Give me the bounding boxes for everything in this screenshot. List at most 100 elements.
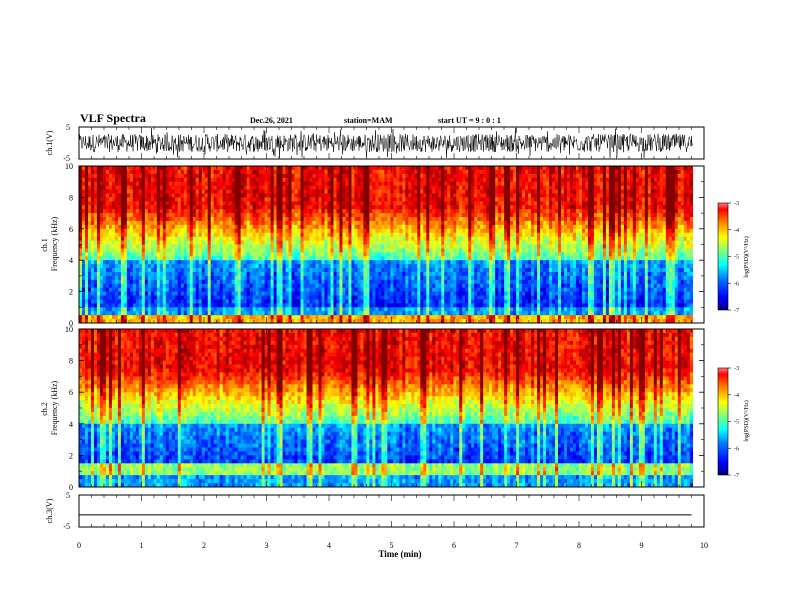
spectrogram-cell [79,201,83,206]
spectrogram-cell [297,311,301,316]
spectrogram-cell [435,197,439,202]
spectrogram-cell [318,291,322,296]
spectrogram-cell [207,275,212,281]
spectrogram-cell [249,279,253,285]
spectrogram-cell [378,291,382,296]
spectrogram-cell [87,307,92,312]
spectrogram-cell [354,189,358,194]
spectrogram-cell [354,209,358,214]
spectrogram-cell [288,295,292,300]
spectrogram-cell [204,295,209,300]
spectrogram-cell [294,283,298,288]
spectrogram-cell [129,193,134,198]
spectrogram-cell [237,232,241,237]
spectrogram-cell [360,205,364,210]
spectrogram-cell [213,205,218,210]
spectrogram-cell [435,319,439,324]
spectrogram-cell [366,287,370,292]
spectrogram-cell [369,311,373,316]
spectrogram-cell [138,232,143,237]
spectrogram-cell [141,260,146,265]
spectrogram-cell [129,252,134,257]
spectrogram-cell [144,260,149,265]
spectrogram-cell [363,283,367,288]
spectrogram-cell [105,311,110,316]
spectrogram-cell [144,295,149,300]
spectrogram-cell [177,287,182,292]
spectrogram-cell [129,271,134,277]
spectrogram-cell [171,181,176,186]
spectrogram-cell [408,299,412,304]
spectrogram-cell [228,236,232,241]
spectrogram-cell [123,197,128,202]
spectrogram-cell [363,291,367,296]
spectrogram-cell [237,217,241,222]
spectrogram-cell [138,177,143,182]
spectrogram-cell [225,295,229,300]
spectrogram-cell [441,295,445,300]
spectrogram-cell [267,240,271,245]
spectrogram-cell [210,307,215,312]
spectrogram-cell [342,185,346,190]
spectrogram-cell [396,181,400,186]
spectrogram-cell [288,252,292,257]
spectrogram-cell [333,205,337,210]
spectrogram-cell [234,193,238,198]
spectrogram-cell [240,279,244,285]
spectrogram-cell [291,236,295,241]
spectrogram-cell [291,173,295,179]
spectrogram-cell [375,193,379,198]
spectrogram-cell [237,283,241,288]
spectrogram-cell [210,181,215,186]
spectrogram-cell [414,169,418,175]
spectrogram-cell [79,181,83,186]
spectrogram-cell [126,213,131,218]
spectrogram-cell [315,283,319,288]
spectrogram-cell [177,240,182,245]
spectrogram-cell [384,268,388,273]
spectrogram-cell [135,240,140,245]
spectrogram-cell [270,173,274,179]
spectrogram-cell [417,169,421,175]
spectrogram-cell [432,291,436,296]
spectrogram-cell [318,279,322,285]
spectrogram-cell [402,173,406,179]
spectrogram-cell [273,291,277,296]
spectrogram-cell [312,279,316,285]
spectrogram-cell [225,213,229,218]
spectrogram-cell [84,291,89,296]
spectrogram-cell [108,271,113,277]
spectrogram-cell [369,252,373,257]
spectrogram-cell [168,271,173,277]
spectrogram-cell [420,189,424,194]
spectrogram-cell [129,295,134,300]
spectrogram-cell [363,248,367,253]
spectrogram-cell [249,283,253,288]
spectrogram-cell [393,268,397,273]
spectrogram-cell [438,166,442,171]
spectrogram-cell [294,268,298,273]
spectrogram-cell [165,295,170,300]
spectrogram-cell [441,319,445,324]
spectrogram-cell [354,299,358,304]
spectrogram-cell [204,256,209,261]
spectrogram-cell [186,283,191,288]
spectrogram-cell [324,205,328,210]
spectrogram-cell [216,236,221,241]
spectrogram-cell [432,319,436,324]
spectrogram-cell [156,264,161,269]
spectrogram-cell [213,220,218,226]
spectrogram-cell [225,224,229,230]
spectrogram-cell [219,279,223,285]
spectrogram-cell [210,213,215,218]
spectrogram-cell [297,287,301,292]
spectrogram-cell [126,315,131,320]
spectrogram-cell [261,166,265,171]
spectrogram-cell [174,166,179,171]
spectrogram-cell [393,193,397,198]
spectrogram-cell [162,173,167,179]
spectrogram-cell [147,311,152,316]
spectrogram-cell [375,291,379,296]
spectrogram-cell [255,173,259,179]
spectrogram-cell [420,260,424,265]
